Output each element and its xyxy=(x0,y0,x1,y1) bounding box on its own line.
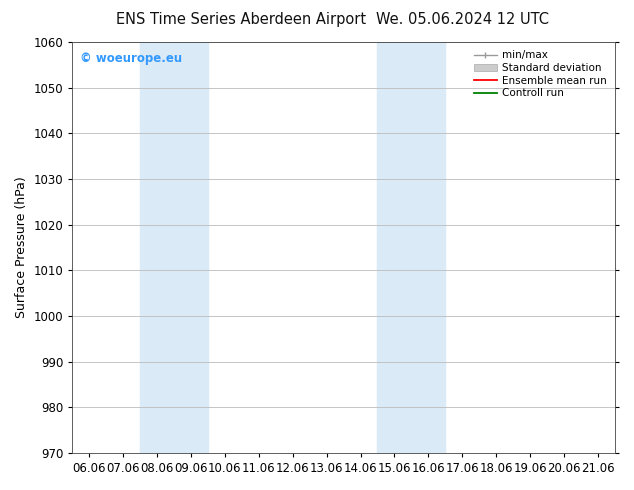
Text: We. 05.06.2024 12 UTC: We. 05.06.2024 12 UTC xyxy=(377,12,549,27)
Text: ENS Time Series Aberdeen Airport: ENS Time Series Aberdeen Airport xyxy=(116,12,366,27)
Text: © woeurope.eu: © woeurope.eu xyxy=(81,52,183,65)
Legend: min/max, Standard deviation, Ensemble mean run, Controll run: min/max, Standard deviation, Ensemble me… xyxy=(470,47,610,101)
Bar xyxy=(140,42,208,453)
Bar xyxy=(377,42,445,453)
Y-axis label: Surface Pressure (hPa): Surface Pressure (hPa) xyxy=(15,176,28,318)
